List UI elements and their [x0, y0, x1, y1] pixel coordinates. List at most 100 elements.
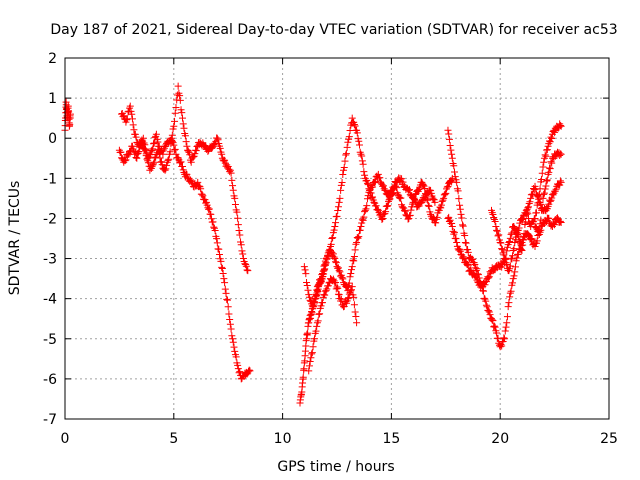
data-point: [556, 151, 564, 159]
data-point: [126, 102, 134, 110]
data-point: [179, 114, 187, 122]
data-point: [457, 210, 465, 218]
data-point: [554, 214, 562, 222]
data-point: [223, 296, 231, 304]
data-point: [314, 317, 322, 325]
data-point: [187, 158, 195, 166]
data-point: [199, 192, 207, 200]
data-point: [411, 196, 419, 204]
data-point: [545, 214, 553, 222]
data-point: [539, 163, 547, 171]
data-point: [218, 265, 226, 273]
data-point: [350, 257, 358, 265]
data-point: [128, 110, 136, 118]
data-point: [347, 270, 355, 278]
data-point: [226, 168, 234, 176]
data-point: [184, 147, 192, 155]
y-tick-label: -2: [43, 211, 57, 227]
data-point: [520, 230, 528, 238]
data-point: [218, 263, 226, 271]
data-point: [360, 213, 368, 221]
data-point: [333, 263, 341, 271]
data-point: [239, 250, 247, 258]
data-point: [341, 157, 349, 165]
data-point: [161, 166, 169, 174]
data-point: [450, 162, 458, 170]
data-point: [450, 230, 458, 238]
data-point: [232, 353, 240, 361]
data-point: [355, 137, 363, 145]
data-point: [432, 219, 440, 227]
data-point: [156, 154, 164, 162]
data-point: [448, 174, 456, 182]
data-point: [340, 164, 348, 172]
data-point: [425, 202, 433, 210]
data-point: [205, 205, 213, 213]
y-tick-label: -6: [43, 372, 57, 388]
data-point: [145, 154, 153, 162]
data-point: [353, 234, 361, 242]
x-tick-label: 15: [382, 431, 400, 447]
data-point: [306, 296, 314, 304]
data-point: [198, 190, 206, 198]
data-point: [486, 268, 494, 276]
data-point: [539, 194, 547, 202]
data-point: [545, 168, 553, 176]
data-point: [172, 150, 180, 158]
data-point: [327, 240, 335, 248]
data-point: [157, 158, 165, 166]
data-point: [437, 201, 445, 209]
data-point: [348, 114, 356, 122]
x-axis-label: GPS time / hours: [277, 459, 394, 475]
data-point: [528, 235, 536, 243]
data-point: [491, 218, 499, 226]
data-point: [455, 195, 463, 203]
data-point: [334, 284, 342, 292]
data-point: [66, 120, 74, 128]
data-point: [398, 203, 406, 211]
data-point: [302, 270, 310, 278]
data-point: [161, 143, 169, 151]
data-point: [493, 226, 501, 234]
data-point: [332, 279, 340, 287]
data-point: [182, 138, 190, 146]
data-point: [419, 181, 427, 189]
data-point: [389, 183, 397, 191]
data-point: [464, 261, 472, 269]
data-point: [456, 247, 464, 255]
data-point: [128, 115, 136, 123]
data-point: [486, 311, 494, 319]
data-point: [487, 315, 495, 323]
data-point: [351, 246, 359, 254]
data-point: [524, 203, 532, 211]
data-point: [322, 287, 330, 295]
data-point: [448, 154, 456, 162]
data-point: [515, 224, 523, 232]
data-point: [347, 287, 355, 295]
data-point: [359, 216, 367, 224]
data-point: [66, 110, 74, 118]
data-point: [346, 273, 354, 281]
data-point: [242, 260, 250, 268]
data-point: [508, 255, 516, 263]
data-point: [330, 277, 338, 285]
data-point: [447, 146, 455, 154]
data-point: [531, 243, 539, 251]
data-point: [337, 295, 345, 303]
data-point: [390, 182, 398, 190]
data-point: [351, 308, 359, 316]
data-point: [300, 365, 308, 373]
data-point: [310, 301, 318, 309]
data-point: [383, 202, 391, 210]
data-point: [306, 358, 314, 366]
data-point: [548, 135, 556, 143]
data-point: [315, 310, 323, 318]
data-point: [508, 229, 516, 237]
data-point: [343, 143, 351, 151]
data-point: [490, 322, 498, 330]
data-point: [500, 334, 508, 342]
x-tick-label: 0: [61, 431, 70, 447]
data-point: [133, 154, 141, 162]
data-point: [431, 198, 439, 206]
